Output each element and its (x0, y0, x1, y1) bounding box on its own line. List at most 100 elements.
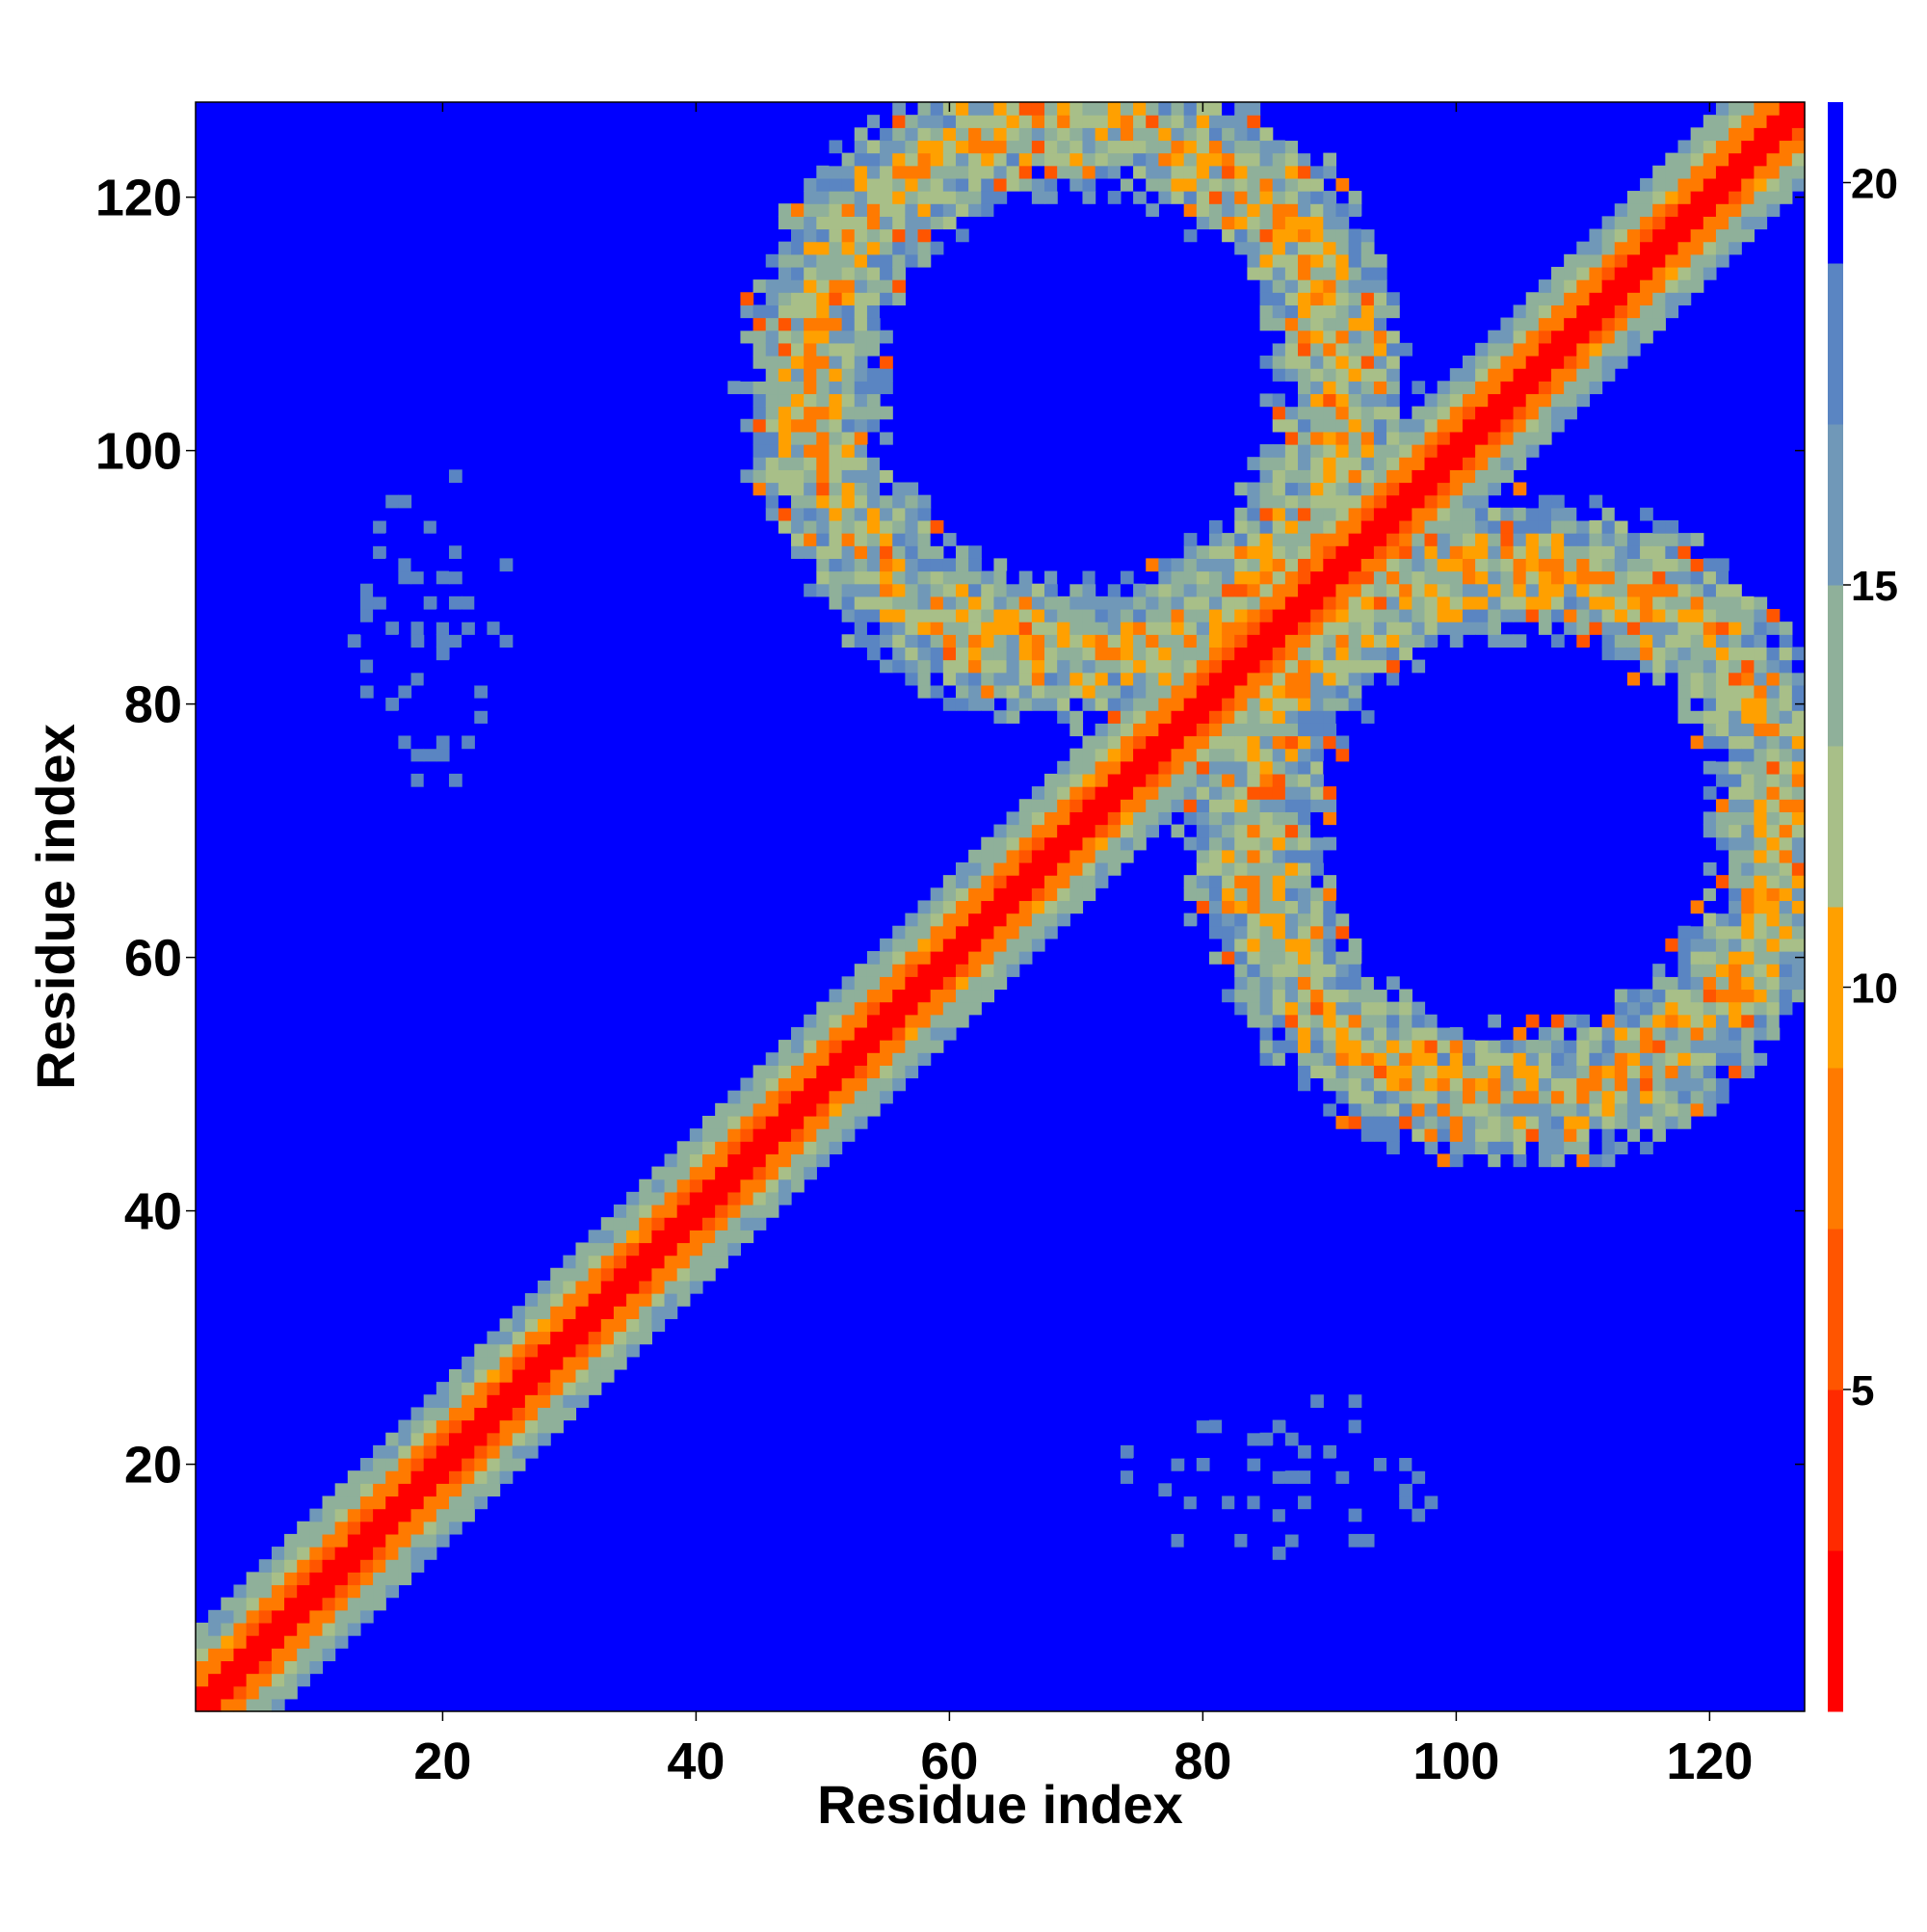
heatmap-cell (1146, 583, 1159, 597)
heatmap-cell (942, 951, 957, 965)
heatmap-cell (804, 1128, 817, 1142)
heatmap-cell (804, 482, 817, 496)
heatmap-cell (524, 1356, 539, 1370)
heatmap-cell (892, 1040, 906, 1053)
heatmap-cell (1158, 165, 1173, 179)
heatmap-cell (1626, 228, 1641, 243)
heatmap-cell (1475, 368, 1489, 382)
heatmap-cell (1208, 836, 1223, 851)
heatmap-cell (1095, 127, 1109, 142)
heatmap-cell (1449, 608, 1464, 622)
heatmap-cell (1298, 836, 1311, 851)
heatmap-cell (1006, 140, 1020, 154)
heatmap-cell (1360, 608, 1375, 622)
heatmap-cell (246, 1660, 260, 1675)
heatmap-cell (1564, 583, 1577, 597)
heatmap-cell (1360, 330, 1375, 344)
heatmap-cell (1234, 887, 1249, 902)
heatmap-cell (1715, 698, 1729, 711)
heatmap-cell (1601, 266, 1616, 280)
heatmap-cell (1513, 1153, 1527, 1168)
heatmap-cell (410, 1470, 425, 1484)
heatmap-cell (1272, 140, 1286, 154)
heatmap-cell (1538, 545, 1552, 559)
heatmap-cell (1576, 330, 1591, 344)
heatmap-cell (436, 1394, 450, 1409)
heatmap-cell (1754, 913, 1768, 927)
heatmap-cell (1576, 1090, 1591, 1104)
heatmap-cell (1310, 836, 1324, 851)
heatmap-cell (474, 1356, 488, 1370)
heatmap-cell (1589, 608, 1603, 622)
heatmap-cell (423, 1407, 437, 1421)
heatmap-cell (841, 457, 856, 470)
heatmap-cell (1525, 1115, 1540, 1129)
heatmap-cell (1031, 799, 1045, 812)
heatmap-cell (1196, 836, 1210, 851)
heatmap-cell (880, 381, 893, 395)
heatmap-cell (1310, 431, 1324, 445)
heatmap-cell (1640, 266, 1653, 280)
heatmap-cell (1614, 1040, 1628, 1053)
heatmap-cell (1259, 659, 1274, 674)
heatmap-cell (1360, 368, 1375, 382)
heatmap-cell (487, 1458, 501, 1471)
heatmap-cell (1323, 925, 1337, 940)
heatmap-cell (1284, 393, 1299, 408)
heatmap-cell (1095, 875, 1109, 888)
heatmap-cell (1386, 1026, 1400, 1041)
heatmap-cell (1488, 469, 1502, 484)
heatmap-cell (1360, 964, 1375, 977)
heatmap-cell (1310, 469, 1324, 484)
heatmap-cell (626, 1343, 640, 1358)
heatmap-cell (905, 1026, 919, 1041)
heatmap-cell (1158, 622, 1173, 635)
heatmap-cell (892, 102, 906, 116)
heatmap-cell (1234, 203, 1249, 217)
heatmap-cell (955, 925, 969, 940)
heatmap-cell (1095, 861, 1109, 876)
heatmap-cell (1386, 482, 1400, 496)
heatmap-cell (1183, 887, 1198, 902)
heatmap-cell (854, 1014, 868, 1028)
heatmap-cell (1500, 457, 1515, 470)
heatmap-cell (1259, 507, 1274, 521)
heatmap-cell (1133, 710, 1147, 724)
heatmap-cell (1310, 533, 1324, 546)
heatmap-cell (1082, 127, 1096, 142)
heatmap-cell (1222, 622, 1235, 635)
heatmap-cell (1652, 622, 1666, 635)
heatmap-cell (1791, 735, 1806, 750)
heatmap-cell (436, 570, 450, 585)
heatmap-cell (829, 533, 843, 546)
heatmap-cell (1652, 608, 1666, 622)
heatmap-cell (1589, 1102, 1603, 1117)
heatmap-cell (727, 1191, 742, 1205)
heatmap-cell (1373, 1407, 1387, 1421)
heatmap-cell (1437, 1014, 1451, 1028)
heatmap-cell (359, 1533, 374, 1548)
heatmap-cell (1703, 191, 1717, 204)
heatmap-cell (1335, 1458, 1350, 1471)
heatmap-cell (664, 1178, 678, 1193)
heatmap-cell (981, 622, 995, 635)
heatmap-cell (1729, 824, 1742, 838)
heatmap-cell (1665, 1065, 1679, 1079)
heatmap-cell (474, 570, 488, 585)
heatmap-cell (1335, 558, 1350, 572)
heatmap-cell (1475, 406, 1489, 420)
heatmap-cell (727, 381, 742, 395)
heatmap-cell (1791, 875, 1806, 888)
heatmap-cell (854, 431, 868, 445)
y-axis-label: Residue index (25, 724, 86, 1090)
heatmap-cell (1247, 861, 1261, 876)
heatmap-cell (740, 1204, 754, 1218)
heatmap-cell (727, 1166, 742, 1180)
heatmap-cell (1525, 1090, 1540, 1104)
heatmap-cell (1323, 228, 1337, 243)
heatmap-cell (816, 1077, 831, 1092)
heatmap-cell (1107, 152, 1122, 167)
heatmap-cell (752, 431, 767, 445)
heatmap-cell (1298, 659, 1311, 674)
heatmap-cell (1284, 558, 1299, 572)
